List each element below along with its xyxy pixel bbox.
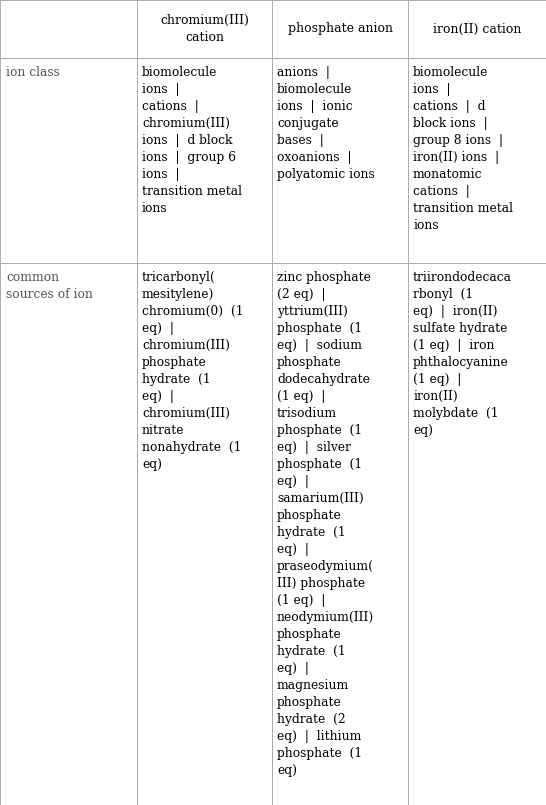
Text: ion class: ion class xyxy=(6,66,60,79)
Bar xyxy=(137,263,272,805)
Bar xyxy=(0,263,137,805)
Bar xyxy=(272,58,408,263)
Bar xyxy=(0,0,137,58)
Text: chromium(III)
cation: chromium(III) cation xyxy=(160,14,249,43)
Bar xyxy=(137,0,272,58)
Bar xyxy=(408,58,546,263)
Bar xyxy=(408,0,546,58)
Text: phosphate anion: phosphate anion xyxy=(288,23,393,35)
Text: biomolecule
ions  |
cations  |
chromium(III)
ions  |  d block
ions  |  group 6
i: biomolecule ions | cations | chromium(II… xyxy=(142,66,242,215)
Bar xyxy=(137,58,272,263)
Text: anions  |
biomolecule
ions  |  ionic
conjugate
bases  |
oxoanions  |
polyatomic : anions | biomolecule ions | ionic conjug… xyxy=(277,66,375,181)
Text: triirondodecaca
rbonyl  (1
eq)  |  iron(II)
sulfate hydrate
(1 eq)  |  iron
phth: triirondodecaca rbonyl (1 eq) | iron(II)… xyxy=(413,271,512,437)
Bar xyxy=(0,58,137,263)
Text: common
sources of ion: common sources of ion xyxy=(6,271,93,301)
Text: iron(II) cation: iron(II) cation xyxy=(433,23,521,35)
Bar xyxy=(272,0,408,58)
Text: zinc phosphate
(2 eq)  |
yttrium(III)
phosphate  (1
eq)  |  sodium
phosphate
dod: zinc phosphate (2 eq) | yttrium(III) pho… xyxy=(277,271,374,777)
Text: biomolecule
ions  |
cations  |  d
block ions  |
group 8 ions  |
iron(II) ions  |: biomolecule ions | cations | d block ion… xyxy=(413,66,513,232)
Bar xyxy=(408,263,546,805)
Bar xyxy=(272,263,408,805)
Text: tricarbonyl(
mesitylene)
chromium(0)  (1
eq)  |
chromium(III)
phosphate
hydrate : tricarbonyl( mesitylene) chromium(0) (1 … xyxy=(142,271,244,471)
